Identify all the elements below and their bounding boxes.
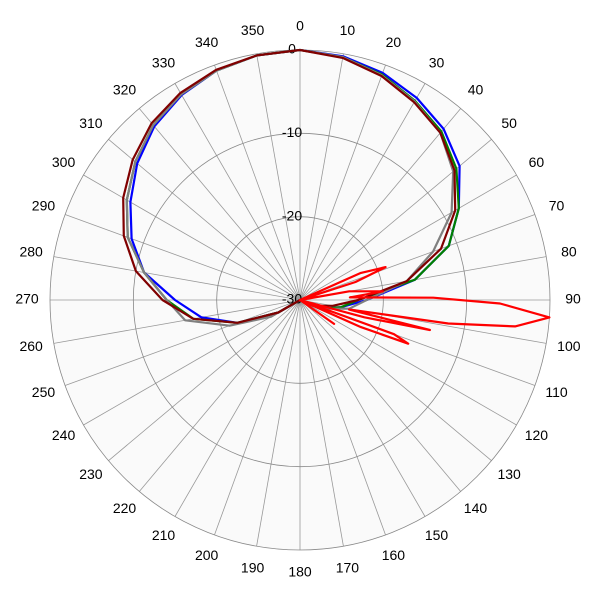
grid-circle (216, 216, 384, 384)
angle-label: 220 (113, 500, 137, 516)
angle-label: 40 (468, 82, 484, 98)
angle-label: 110 (545, 384, 568, 400)
spoke (299, 299, 492, 462)
angle-label: 280 (19, 243, 43, 259)
angle-label: 190 (241, 560, 265, 576)
angle-label: 230 (79, 466, 103, 482)
angle-label: 270 (15, 291, 39, 307)
angle-label: 350 (241, 22, 265, 38)
spoke (299, 299, 386, 536)
angle-label: 340 (195, 34, 219, 50)
spoke (64, 299, 301, 386)
angle-label: 150 (425, 527, 449, 543)
spoke (174, 83, 301, 301)
angle-label: 60 (529, 154, 545, 170)
r-tick-label: 0 (288, 41, 296, 57)
angle-label: 300 (52, 154, 76, 170)
spoke (299, 299, 426, 517)
spoke (64, 214, 301, 301)
angle-label: 170 (336, 560, 360, 576)
angle-label: 210 (152, 527, 176, 543)
spoke (299, 108, 462, 301)
angle-label: 140 (464, 500, 488, 516)
spoke (299, 64, 386, 301)
angle-label: 240 (52, 427, 76, 443)
spoke (299, 214, 536, 301)
spoke (138, 108, 301, 301)
angle-label: 90 (565, 291, 581, 307)
angle-label: 30 (429, 54, 445, 70)
r-tick-label: -20 (282, 207, 302, 223)
angle-label: 180 (288, 564, 312, 580)
angle-label: 310 (79, 115, 103, 131)
angle-label: 120 (525, 427, 549, 443)
angle-label: 50 (501, 115, 517, 131)
angle-label: 70 (549, 197, 565, 213)
spoke (299, 299, 344, 547)
angle-label: 10 (340, 22, 356, 38)
angle-label: 100 (557, 338, 581, 354)
spoke (299, 53, 344, 301)
angle-label: 160 (382, 547, 406, 563)
spoke (108, 299, 301, 462)
spoke (83, 174, 301, 301)
spoke (214, 299, 301, 536)
spoke (299, 299, 462, 492)
series-line (298, 266, 551, 345)
spoke (53, 256, 301, 301)
spoke (299, 174, 517, 301)
spoke (256, 53, 301, 301)
angle-label: 290 (32, 197, 56, 213)
spoke (214, 64, 301, 301)
angle-label: 130 (497, 466, 521, 482)
spoke (174, 299, 301, 517)
angle-label: 330 (152, 54, 176, 70)
spoke (299, 299, 517, 426)
angle-label: 0 (296, 18, 304, 34)
spoke (299, 83, 426, 301)
angle-label: 260 (19, 338, 43, 354)
r-tick-label: -10 (282, 124, 302, 140)
angle-label: 320 (113, 82, 137, 98)
angle-label: 200 (195, 547, 219, 563)
angle-label: 80 (561, 243, 577, 259)
spoke (108, 138, 301, 301)
spoke (256, 299, 301, 547)
spoke (83, 299, 301, 426)
angle-label: 250 (32, 384, 56, 400)
spoke (53, 299, 301, 344)
angle-label: 20 (386, 34, 402, 50)
spoke (138, 299, 301, 492)
